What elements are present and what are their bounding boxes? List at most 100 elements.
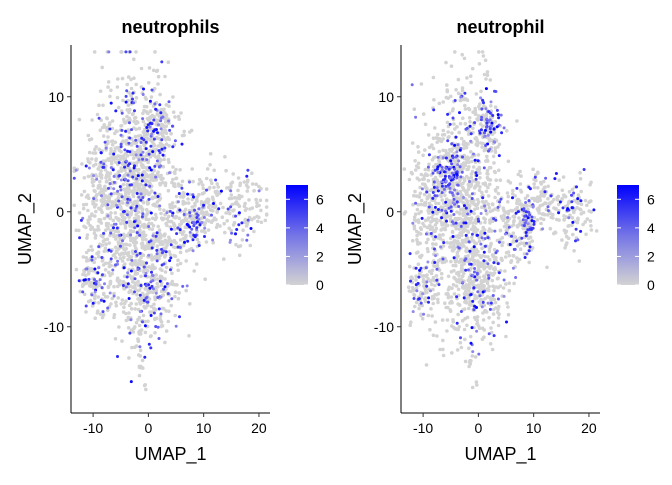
data-point-expressed: [154, 234, 158, 238]
data-point: [489, 264, 493, 269]
data-point: [168, 252, 173, 257]
data-point: [80, 162, 84, 166]
data-point: [166, 135, 170, 140]
data-point: [159, 142, 164, 147]
data-point-expressed: [219, 189, 223, 193]
data-point-expressed: [229, 238, 232, 242]
data-point: [138, 145, 142, 149]
data-point: [121, 155, 125, 160]
data-point: [473, 207, 477, 212]
data-point-expressed: [425, 280, 429, 284]
data-point: [460, 86, 465, 90]
data-point-expressed: [528, 213, 532, 217]
data-point: [108, 259, 113, 264]
data-point-expressed: [156, 325, 160, 329]
data-point: [123, 226, 128, 230]
data-point: [461, 166, 466, 170]
data-point-expressed: [178, 228, 182, 232]
data-point: [148, 148, 152, 153]
data-point-expressed: [494, 218, 498, 222]
data-point-expressed: [472, 245, 476, 249]
data-point: [407, 177, 412, 182]
data-point: [236, 176, 241, 180]
data-point-expressed: [521, 218, 525, 222]
data-point-expressed: [217, 207, 221, 211]
data-point-expressed: [457, 205, 461, 208]
data-point: [240, 238, 245, 242]
data-point: [89, 268, 93, 273]
data-point: [485, 212, 489, 216]
data-point: [436, 292, 441, 296]
data-point: [515, 224, 520, 228]
data-point: [141, 200, 146, 205]
data-point-expressed: [543, 190, 547, 194]
data-point: [93, 214, 97, 218]
data-point: [562, 193, 567, 198]
data-point: [105, 128, 109, 133]
data-point: [107, 241, 112, 245]
data-point: [141, 253, 146, 257]
data-point: [127, 215, 131, 219]
data-point-expressed: [431, 196, 435, 200]
data-point-expressed: [93, 267, 97, 271]
data-point: [150, 255, 154, 260]
data-point-expressed: [475, 329, 479, 333]
data-point: [141, 111, 145, 116]
data-point: [139, 255, 143, 260]
data-point: [426, 217, 430, 222]
data-point: [165, 223, 169, 228]
data-point-expressed: [149, 314, 153, 317]
data-point: [446, 274, 451, 279]
data-point: [562, 214, 566, 218]
data-point: [109, 302, 113, 306]
data-point: [458, 207, 463, 212]
data-point: [455, 348, 460, 352]
data-point: [134, 96, 139, 100]
data-point: [137, 262, 141, 266]
data-point-expressed: [472, 152, 475, 156]
data-point: [127, 284, 131, 289]
data-point-expressed: [468, 249, 472, 253]
data-point: [161, 110, 166, 114]
data-point-expressed: [451, 235, 455, 238]
data-point: [150, 175, 155, 180]
data-point-expressed: [557, 211, 561, 215]
data-point-expressed: [182, 213, 186, 216]
data-point-expressed: [170, 214, 174, 217]
data-point: [96, 309, 100, 314]
data-point-expressed: [100, 194, 103, 198]
data-point: [93, 293, 97, 298]
data-point: [482, 335, 486, 340]
data-point: [210, 204, 215, 209]
data-point: [563, 231, 568, 235]
data-point-expressed: [178, 245, 182, 249]
data-point-expressed: [491, 294, 495, 297]
data-point: [113, 211, 118, 215]
data-point: [91, 183, 95, 188]
data-point-expressed: [125, 275, 129, 279]
chart-title: neutrophil: [457, 17, 545, 37]
data-point-expressed: [146, 123, 150, 127]
data-point-expressed: [455, 176, 459, 180]
data-point-expressed: [502, 126, 506, 130]
data-point-expressed: [229, 205, 233, 209]
data-point-expressed: [436, 170, 440, 174]
data-point: [480, 326, 485, 331]
data-point: [102, 185, 107, 190]
data-point: [446, 135, 451, 140]
data-point-expressed: [123, 148, 127, 152]
data-point-expressed: [483, 131, 486, 135]
data-point-expressed: [139, 153, 143, 157]
data-point-expressed: [205, 188, 208, 192]
data-point: [128, 228, 133, 233]
data-point: [409, 320, 413, 325]
data-point: [243, 220, 247, 224]
data-point: [466, 296, 471, 300]
data-point: [470, 159, 474, 164]
data-point: [462, 327, 467, 332]
data-point-expressed: [108, 182, 112, 186]
data-point: [184, 217, 189, 222]
data-point-expressed: [165, 282, 169, 286]
data-point-expressed: [528, 245, 532, 249]
data-point-expressed: [141, 196, 145, 199]
